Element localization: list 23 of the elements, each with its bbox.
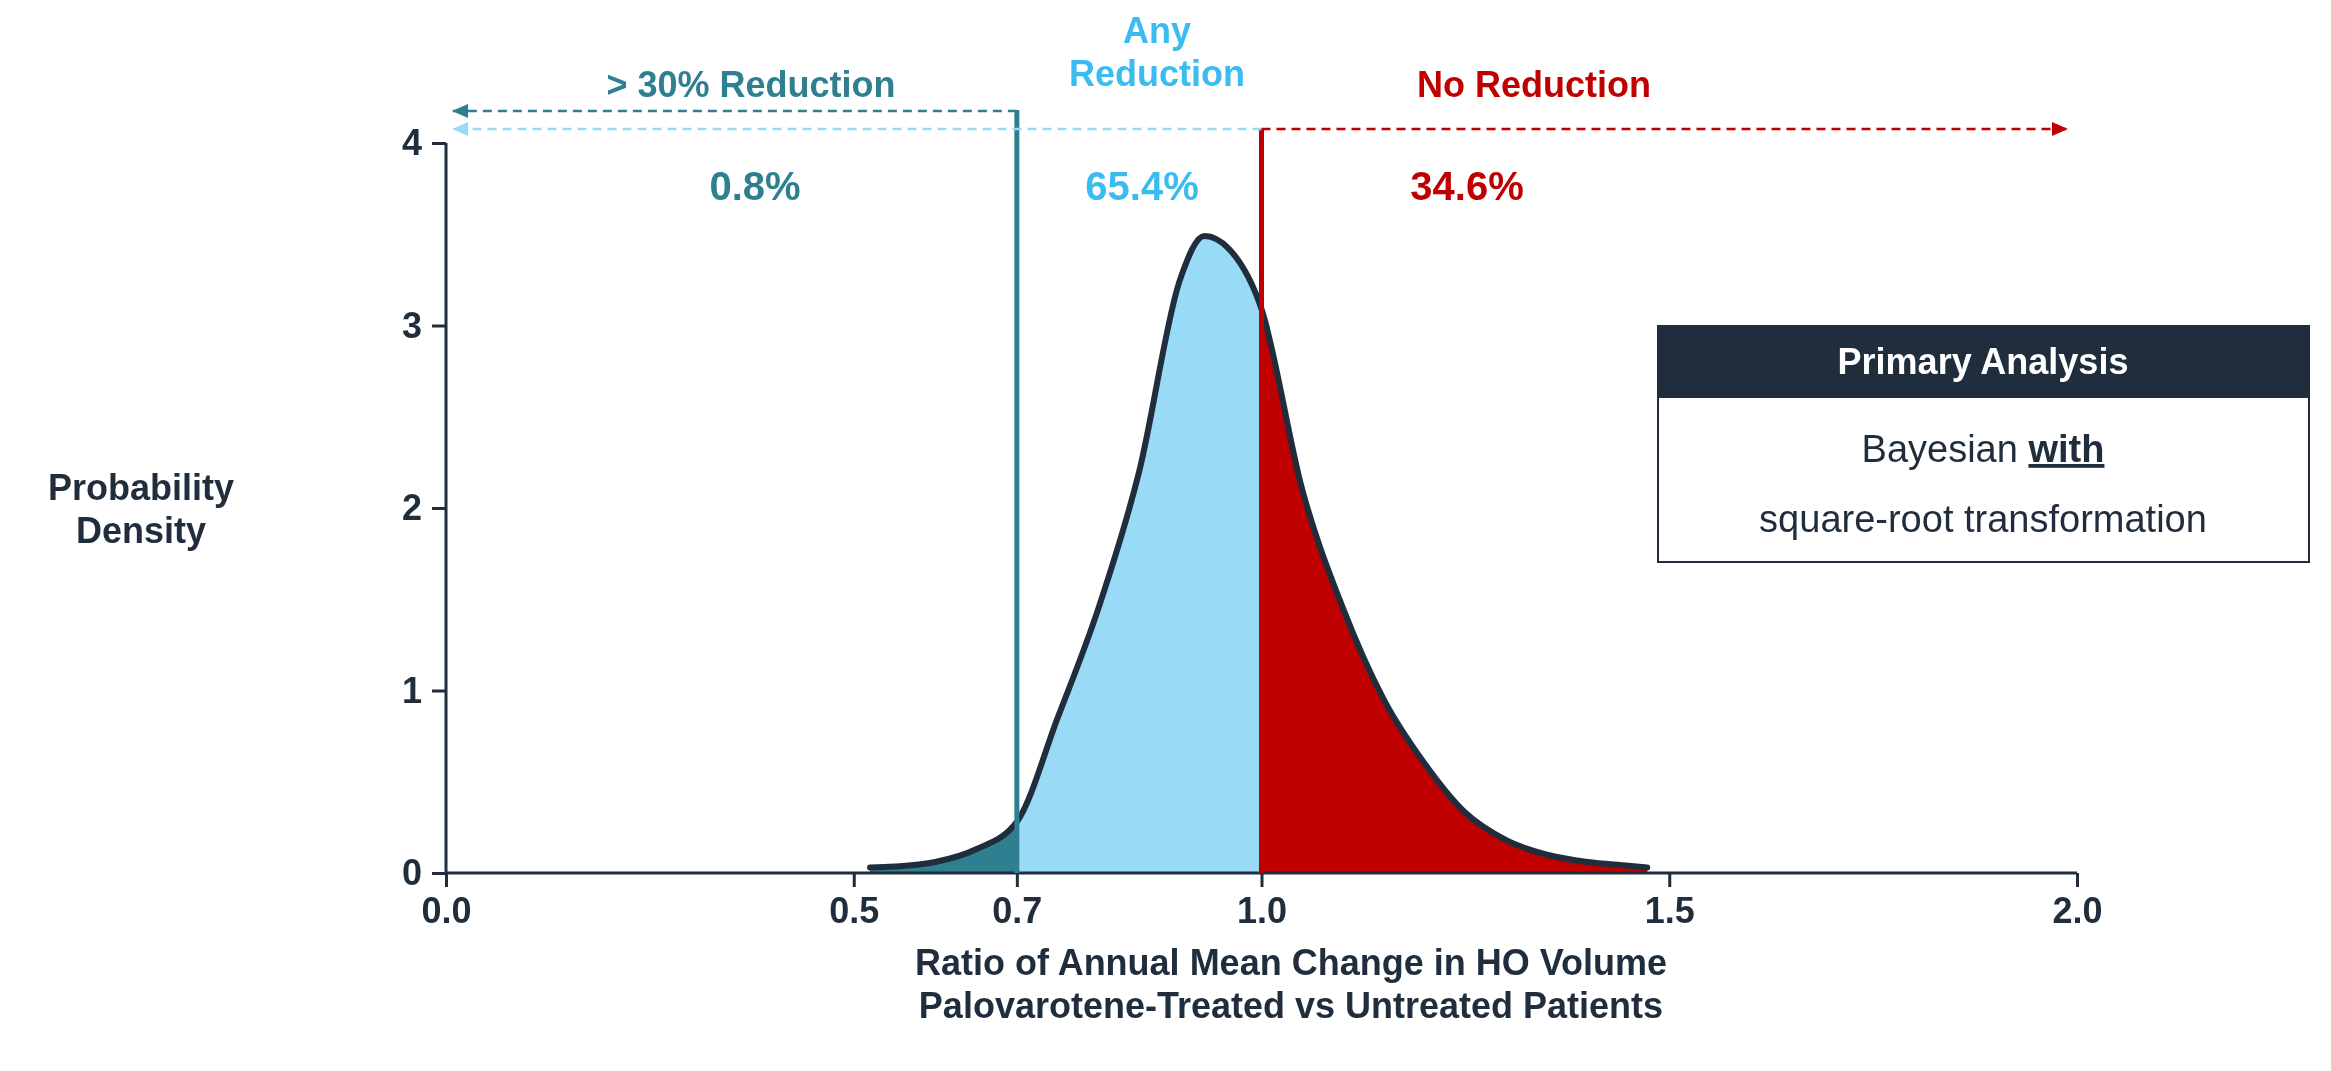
annotation: with [2027, 428, 2105, 470]
annotation: 34.6% [1410, 164, 1524, 208]
annotation: Primary Analysis [1837, 341, 2129, 382]
x-axis-title: Ratio of Annual Mean Change in HO Volume Palovarotene-Treated vs Untreated Patients [914, 942, 1668, 1027]
annotation: 65.4% [1085, 164, 1199, 208]
y-axis-title: Probability Density [47, 467, 235, 552]
x-tick-label: 0.5 [829, 889, 880, 931]
y-tick-label: 1 [401, 669, 422, 711]
x-tick-label: 1.0 [1236, 889, 1288, 931]
text: Any Reduction [1069, 10, 1245, 95]
x-tick-label: 0.0 [421, 889, 472, 931]
text: No Reduction [1417, 64, 1651, 105]
x-tick-label: 2.0 [2052, 889, 2103, 931]
y-tick-label: 0 [401, 852, 422, 894]
annotation: square-root transformation [1759, 498, 2207, 540]
y-tick-label: 4 [401, 122, 422, 164]
y-tick-label: 3 [401, 304, 422, 346]
x-tick-label: 1.5 [1644, 889, 1695, 931]
annotation: Bayesian [1861, 428, 2029, 470]
x-tick-label: 0.7 [992, 889, 1043, 931]
text: > 30% Reduction [606, 64, 896, 105]
y-tick-label: 2 [401, 487, 422, 529]
annotation: 0.8% [709, 164, 801, 208]
